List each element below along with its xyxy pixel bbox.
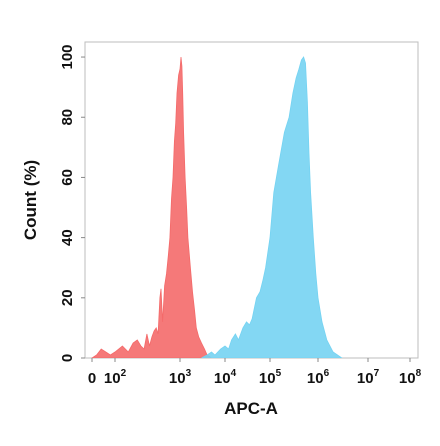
x-axis-ticks: 0 102 103 104 105 106 107 108 — [88, 358, 422, 387]
y-axis-ticks: 0 20 40 60 80 100 — [59, 44, 85, 362]
y-axis-title: Count (%) — [21, 160, 40, 240]
x-tick-label: 107 — [357, 368, 380, 387]
y-tick-label: 60 — [59, 169, 76, 186]
x-tick-label: 102 — [104, 368, 127, 387]
x-tick-label: 106 — [307, 368, 330, 387]
y-tick-label: 20 — [59, 289, 76, 306]
x-tick-label: 0 — [88, 370, 96, 387]
series-layer — [91, 56, 343, 358]
x-axis-title: APC-A — [224, 399, 278, 418]
y-tick-label: 80 — [59, 109, 76, 126]
y-tick-label: 40 — [59, 229, 76, 246]
histogram-series-1 — [91, 56, 213, 358]
x-tick-label: 108 — [399, 368, 422, 387]
y-tick-label: 100 — [59, 44, 76, 69]
x-tick-label: 103 — [169, 368, 192, 387]
histogram-series-2 — [201, 56, 343, 358]
x-tick-label: 104 — [214, 368, 237, 387]
x-tick-label: 105 — [259, 368, 282, 387]
y-tick-label: 0 — [59, 354, 76, 362]
plot-frame — [84, 41, 419, 359]
